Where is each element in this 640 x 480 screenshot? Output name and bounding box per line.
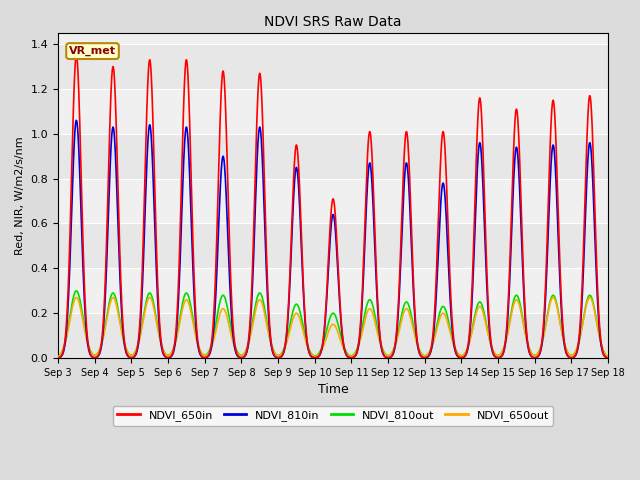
Text: VR_met: VR_met	[69, 46, 116, 56]
X-axis label: Time: Time	[317, 383, 348, 396]
Legend: NDVI_650in, NDVI_810in, NDVI_810out, NDVI_650out: NDVI_650in, NDVI_810in, NDVI_810out, NDV…	[113, 406, 554, 426]
Bar	[58, 313, 608, 358]
Bar	[58, 134, 608, 179]
Bar	[58, 44, 608, 89]
Bar	[58, 224, 608, 268]
Y-axis label: Red, NIR, W/m2/s/nm: Red, NIR, W/m2/s/nm	[15, 136, 25, 255]
Title: NDVI SRS Raw Data: NDVI SRS Raw Data	[264, 15, 402, 29]
